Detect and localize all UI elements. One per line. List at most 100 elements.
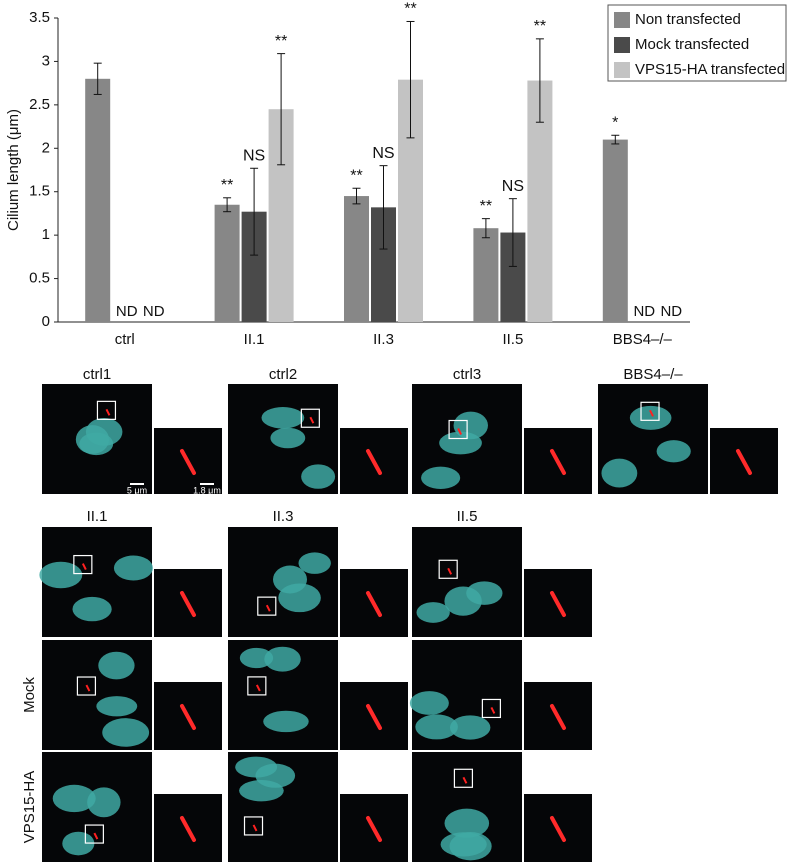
annotation: ND [116,303,138,320]
nucleus [85,417,123,446]
nucleus [98,651,135,680]
cilium [550,704,566,730]
cilium [447,567,453,575]
cilium [490,707,496,714]
cilium [180,704,196,730]
legend-swatch [614,62,630,78]
zoom-box [243,816,264,836]
cilium [180,449,196,475]
bar [473,228,499,322]
nucleus [87,787,121,818]
zoom-box [300,408,320,428]
column-label: II.1 [87,508,108,525]
legend-label: VPS15-HA transfected [635,61,785,78]
cilium [255,684,261,692]
column-label: II.5 [457,508,478,525]
zoom-box [438,559,458,579]
nucleus [444,808,490,838]
bar [602,139,628,322]
nucleus [102,718,150,747]
annotation: ** [480,198,492,215]
legend-swatch [614,37,630,53]
scale-label: 1.8 μm [193,485,221,495]
x-tick-label: II.3 [373,331,394,348]
legend-swatch [614,12,630,28]
annotation: NS [502,178,524,195]
y-tick-label: 1.5 [29,183,50,200]
y-tick-label: 0 [42,313,50,330]
nucleus [264,646,301,672]
nucleus [449,715,491,740]
annotation: ** [534,18,546,35]
nucleus [629,405,672,430]
cilium [180,816,196,842]
cilium [252,824,258,832]
zoom-box [247,676,267,696]
y-tick-label: 1 [42,226,50,243]
nucleus [449,832,492,861]
cilium [85,684,91,692]
x-tick-label: BBS4–/– [613,331,673,348]
cilium [180,591,196,617]
cilium [81,563,87,571]
annotation: * [612,114,618,131]
y-tick-label: 0.5 [29,270,50,287]
y-tick-label: 2.5 [29,96,50,113]
cilium [366,816,382,842]
y-tick-label: 3.5 [29,9,50,26]
row-label: VPS15-HA [21,771,38,844]
nucleus [261,407,305,429]
nucleus [263,710,309,733]
zoom-box [73,554,93,575]
panel-label: ctrl1 [83,366,111,383]
legend-label: Mock transfected [635,36,749,53]
cilium [93,832,99,840]
zoom-box [448,419,468,440]
nucleus [113,555,153,581]
zoom-box [453,768,474,788]
legend-label: Non transfected [635,11,741,28]
nucleus [656,440,691,463]
nucleus [601,458,638,488]
annotation: ** [221,177,233,194]
annotation: ** [350,167,362,184]
column-label: II.3 [273,508,294,525]
zoom-box [76,676,97,696]
nucleus [239,647,274,669]
cilium [309,416,315,424]
cilium [457,428,462,435]
annotation: NS [372,145,394,162]
panel-label: ctrl3 [453,366,481,383]
x-tick-label: II.5 [502,331,523,348]
x-tick-label: ctrl [115,331,135,348]
annotation: ND [143,303,165,320]
bar [214,204,240,322]
nucleus [278,583,321,613]
nucleus [415,714,458,740]
cilium [736,449,752,475]
nucleus [62,831,95,856]
y-tick-label: 3 [42,52,50,69]
zoom-box [640,401,660,421]
legend-box [607,4,787,82]
panel-label: BBS4–/– [623,366,683,383]
cilium [649,409,654,417]
scale-label: 5 μm [127,485,147,495]
annotation: NS [243,147,265,164]
nucleus [255,763,296,788]
panel-label: ctrl2 [269,366,297,383]
nucleus [270,427,306,449]
cilium [366,704,382,730]
zoom-box [481,698,501,719]
cilium [366,591,382,617]
cilium [462,776,468,784]
annotation: ND [633,303,655,320]
annotation: ** [404,1,416,18]
y-axis-label: Cilium length (μm) [5,109,22,231]
nucleus [453,411,488,440]
cilium [550,816,566,842]
x-tick-label: II.1 [244,331,265,348]
cilium [550,449,566,475]
cilium [366,449,382,475]
